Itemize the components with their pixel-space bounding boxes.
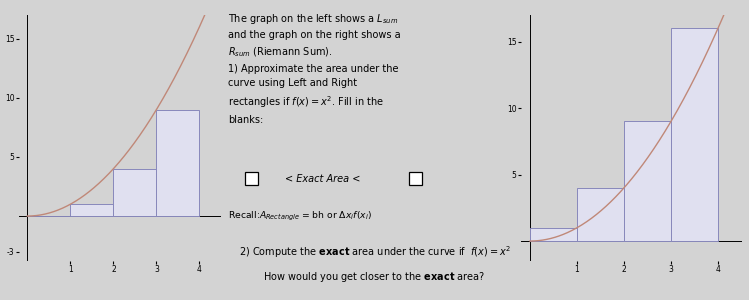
Text: < Exact Area <: < Exact Area < — [285, 173, 360, 184]
Bar — [530, 228, 577, 241]
Bar — [671, 28, 718, 241]
Text: How would you get closer to the $\mathbf{exact}$ area?: How would you get closer to the $\mathbf… — [264, 270, 485, 284]
Text: Recall:$A_{Rectangle}$ = bh or $\Delta x_i f(x_i)$: Recall:$A_{Rectangle}$ = bh or $\Delta x… — [228, 210, 372, 223]
Bar — [624, 122, 671, 241]
Bar — [70, 204, 113, 216]
Text: The graph on the left shows a $L_{sum}$
and the graph on the right shows a
$R_{s: The graph on the left shows a $L_{sum}$ … — [228, 12, 401, 125]
Bar — [157, 110, 199, 216]
Bar — [577, 188, 624, 241]
Text: 2) Compute the $\mathbf{exact}$ area under the curve if  $f(x) = x^2$: 2) Compute the $\mathbf{exact}$ area und… — [238, 244, 511, 260]
Bar — [113, 169, 157, 216]
